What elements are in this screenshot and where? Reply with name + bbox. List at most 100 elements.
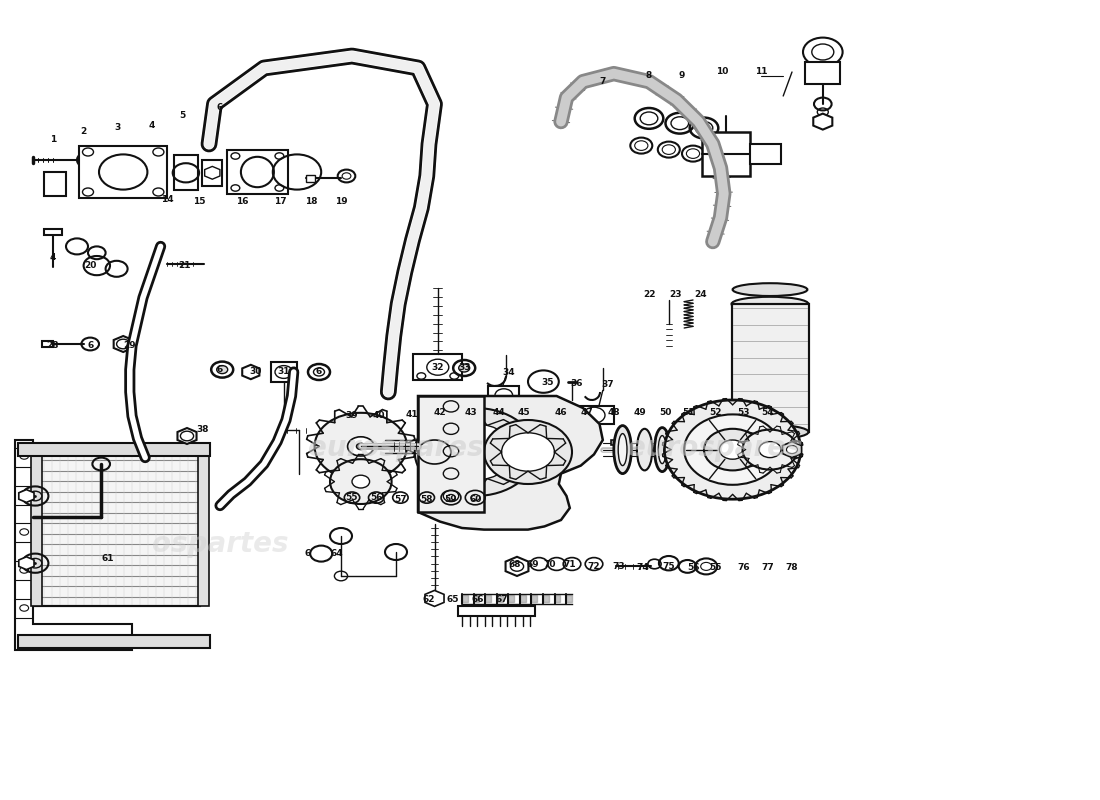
Polygon shape <box>805 62 840 84</box>
Text: 53: 53 <box>737 408 750 418</box>
Circle shape <box>759 442 781 458</box>
Ellipse shape <box>732 297 808 311</box>
Polygon shape <box>113 336 133 352</box>
Ellipse shape <box>654 427 670 472</box>
Ellipse shape <box>658 435 666 464</box>
Polygon shape <box>227 150 288 194</box>
Text: 31: 31 <box>277 367 290 377</box>
Text: 57: 57 <box>394 494 407 504</box>
Circle shape <box>315 413 407 480</box>
Circle shape <box>704 429 761 470</box>
Circle shape <box>417 373 426 379</box>
Polygon shape <box>19 490 34 502</box>
Text: 52: 52 <box>708 408 722 418</box>
Polygon shape <box>174 155 198 190</box>
Text: 65: 65 <box>447 595 460 605</box>
Text: 32: 32 <box>431 363 444 373</box>
Polygon shape <box>508 595 514 602</box>
Text: 61: 61 <box>101 554 114 563</box>
Bar <box>198 454 209 606</box>
Text: 76: 76 <box>737 563 750 573</box>
Text: 58: 58 <box>420 494 433 504</box>
Text: 29: 29 <box>123 341 136 350</box>
Polygon shape <box>497 595 503 602</box>
Text: 60: 60 <box>469 494 482 504</box>
Text: ospartes: ospartes <box>152 530 288 558</box>
Text: 71: 71 <box>563 560 576 570</box>
Polygon shape <box>19 557 34 570</box>
Circle shape <box>231 153 240 159</box>
Ellipse shape <box>673 432 686 467</box>
Text: 42: 42 <box>433 408 447 418</box>
Bar <box>35 454 200 606</box>
Circle shape <box>786 446 798 454</box>
Text: 45: 45 <box>517 408 530 418</box>
Text: 56: 56 <box>686 563 700 573</box>
Text: 74: 74 <box>636 563 649 573</box>
Polygon shape <box>44 229 62 235</box>
Text: 1: 1 <box>50 134 56 144</box>
Polygon shape <box>574 406 614 424</box>
Circle shape <box>415 408 536 496</box>
Text: 55: 55 <box>708 563 722 573</box>
Text: 6: 6 <box>217 103 223 113</box>
Text: 70: 70 <box>543 560 557 570</box>
Bar <box>18 443 210 456</box>
Circle shape <box>217 366 228 374</box>
Text: 15: 15 <box>192 197 206 206</box>
Text: 68: 68 <box>508 560 521 570</box>
Text: 78: 78 <box>785 563 799 573</box>
Polygon shape <box>412 354 462 380</box>
Text: 41: 41 <box>405 410 418 419</box>
Text: 36: 36 <box>570 379 583 389</box>
Polygon shape <box>506 557 528 576</box>
Ellipse shape <box>733 283 807 296</box>
Polygon shape <box>554 595 560 602</box>
Circle shape <box>356 443 365 450</box>
Text: 9: 9 <box>679 71 685 81</box>
Polygon shape <box>271 362 297 382</box>
Text: 56: 56 <box>370 493 383 502</box>
Text: 59: 59 <box>444 494 458 504</box>
Text: 6: 6 <box>305 549 311 558</box>
Polygon shape <box>418 396 603 530</box>
Text: 54: 54 <box>761 408 774 418</box>
Circle shape <box>502 433 554 471</box>
Polygon shape <box>782 442 802 458</box>
Text: 64: 64 <box>330 549 343 558</box>
Text: 6: 6 <box>316 367 322 377</box>
Text: 10: 10 <box>716 67 729 77</box>
Bar <box>35 454 200 606</box>
Text: 43: 43 <box>464 408 477 418</box>
Polygon shape <box>306 175 315 182</box>
Text: 69: 69 <box>526 560 539 570</box>
Text: 5: 5 <box>179 111 186 121</box>
Text: 34: 34 <box>502 368 515 378</box>
Circle shape <box>275 153 284 159</box>
Text: 39: 39 <box>345 411 359 421</box>
Text: 20: 20 <box>84 261 97 270</box>
Ellipse shape <box>732 425 808 439</box>
Text: 30: 30 <box>249 367 262 377</box>
Circle shape <box>330 459 392 504</box>
Text: 18: 18 <box>305 197 318 206</box>
Bar <box>18 635 210 648</box>
Text: 4: 4 <box>50 253 56 262</box>
Text: 16: 16 <box>235 197 249 206</box>
Text: 50: 50 <box>659 408 672 418</box>
Circle shape <box>352 475 370 488</box>
Text: 72: 72 <box>587 562 601 571</box>
Text: 21: 21 <box>178 261 191 270</box>
Circle shape <box>742 430 797 470</box>
Polygon shape <box>242 365 260 379</box>
Polygon shape <box>205 166 220 179</box>
Circle shape <box>719 440 746 459</box>
Text: 55: 55 <box>345 493 359 502</box>
Bar <box>610 440 626 445</box>
Circle shape <box>484 420 572 484</box>
Text: 66: 66 <box>471 595 484 605</box>
Text: 73: 73 <box>612 562 625 571</box>
Bar <box>458 606 535 616</box>
Circle shape <box>684 414 781 485</box>
Text: 62: 62 <box>422 595 436 605</box>
